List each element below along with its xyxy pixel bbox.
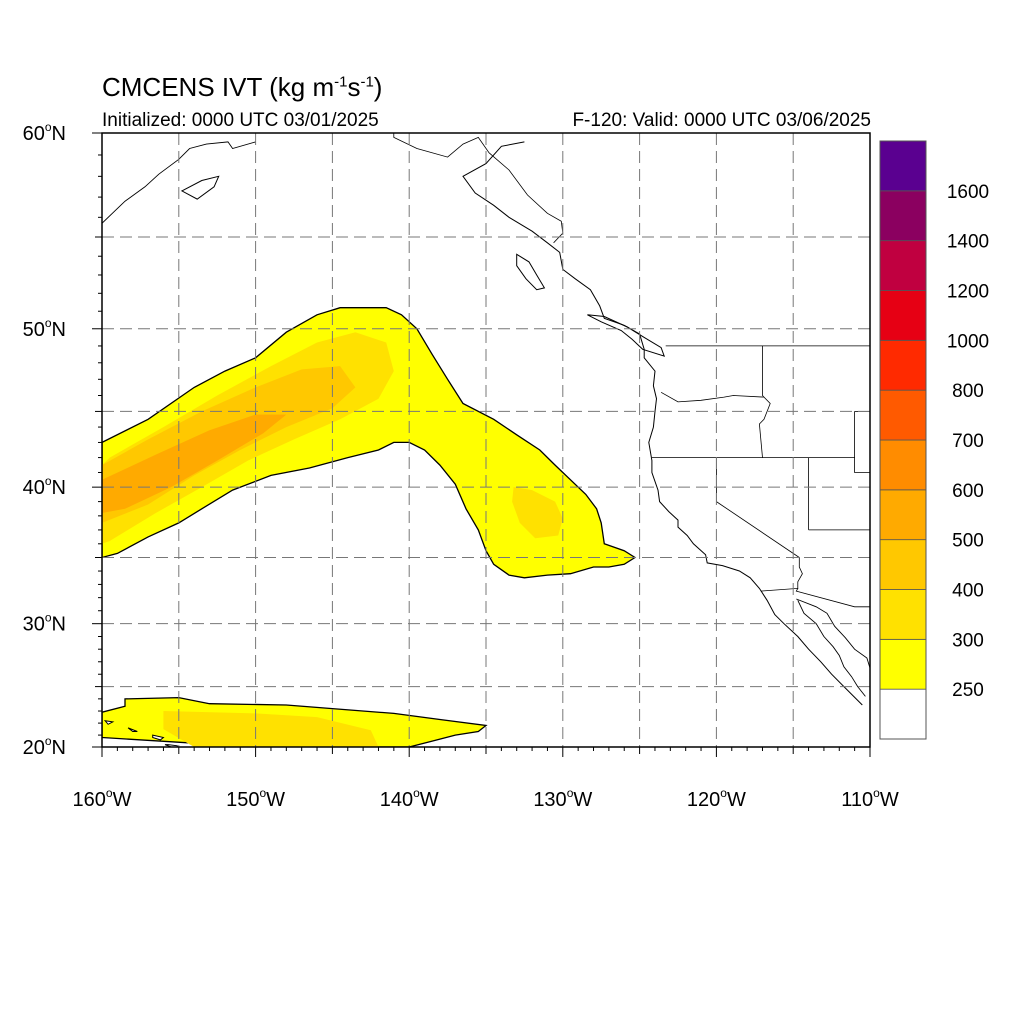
y-tick-label: 40oN [23, 474, 66, 499]
graticule [102, 133, 870, 747]
colorbar-swatch [879, 688, 927, 740]
haida-gwaii [516, 253, 546, 291]
colorbar-label: 250 [952, 680, 984, 701]
colorbar-label: 1600 [947, 182, 989, 203]
ivt-shading [102, 307, 637, 747]
border-line-10 [797, 557, 803, 589]
y-tick-label: 60oN [23, 120, 66, 145]
border-line-8 [660, 391, 765, 403]
x-tick-label: 140oW [380, 786, 439, 811]
colorbar-swatch [879, 240, 927, 291]
kodiak-island [180, 175, 220, 200]
colorbar-swatch [879, 638, 927, 690]
colorbar-swatch [879, 489, 927, 541]
y-tick-label: 50oN [23, 316, 66, 341]
axis-ticks [92, 132, 871, 757]
map-title: CMCENS IVT (kg m-1s-1) [102, 72, 383, 102]
ivt-region-500 [102, 414, 287, 513]
hawaii-island-2 [127, 727, 138, 732]
colorbar-label: 700 [952, 431, 984, 452]
mexico-coast [796, 598, 870, 677]
colorbar-swatch [879, 439, 927, 491]
colorbar-label: 1200 [947, 282, 989, 303]
init-time-label: Initialized: 0000 UTC 03/01/2025 [102, 110, 379, 131]
ivt-region-300 [512, 487, 563, 539]
colorbar-label: 1000 [947, 331, 989, 352]
border-line-3 [716, 457, 800, 558]
border-line-9 [760, 587, 870, 608]
border-line-11 [393, 133, 564, 244]
x-tick-label: 150oW [226, 786, 285, 811]
hawaii-island-1 [152, 734, 165, 741]
colorbar-swatch [879, 339, 927, 391]
x-tick-label: 120oW [687, 786, 746, 811]
border-line-1 [758, 345, 771, 458]
colorbar-label: 300 [952, 630, 984, 651]
hawaii-island-3 [103, 720, 115, 725]
baja-gulf-coast [797, 600, 866, 697]
colorbar-swatch [879, 190, 927, 242]
x-tick-label: 130oW [533, 786, 592, 811]
colorbar-swatch [879, 140, 927, 192]
ivt-region-300 [163, 711, 379, 747]
y-tick-label: 30oN [23, 611, 66, 636]
coastline [462, 141, 863, 706]
colorbar-swatch [879, 389, 927, 441]
colorbar-label: 500 [952, 531, 984, 552]
y-tick-label: 20oN [23, 734, 66, 759]
colorbar-label: 600 [952, 481, 984, 502]
vancouver-island [587, 314, 666, 357]
alaska-coast [102, 141, 256, 224]
colorbar-frame [879, 140, 927, 740]
basemap [102, 133, 870, 747]
ivt-region-250 [102, 307, 637, 579]
border-line-2 [651, 457, 870, 473]
x-tick-label: 110oW [841, 786, 899, 811]
x-tick-label: 160oW [73, 786, 132, 811]
colorbar-label: 400 [952, 581, 984, 602]
colorbar-label: 800 [952, 381, 984, 402]
colorbar-swatch [879, 290, 927, 341]
colorbar-swatch [879, 589, 927, 640]
colorbar: 250 300 400 500 600 700 800 1000 1200 1400 1600 [879, 140, 989, 740]
longitude-labels: 160oW 150oW 140oW 130oW 120oW 110oW [73, 786, 899, 811]
colorbar-label: 1400 [947, 232, 989, 253]
valid-time-label: F-120: Valid: 0000 UTC 03/06/2025 [572, 110, 871, 131]
colorbar-swatch [879, 539, 927, 590]
latitude-labels: 20oN 30oN 40oN 50oN 60oN [23, 120, 66, 759]
